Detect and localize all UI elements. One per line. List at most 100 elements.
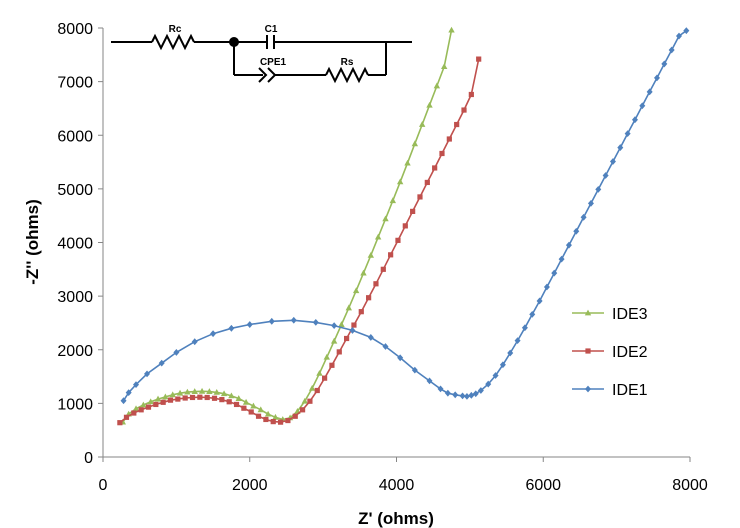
y-tick-label: 2000 <box>57 343 93 360</box>
data-point-ide2 <box>402 223 408 229</box>
data-point-ide3 <box>242 398 250 405</box>
data-point-ide1 <box>609 158 616 165</box>
data-point-ide3 <box>389 197 397 204</box>
x-tick-label: 8000 <box>672 477 708 494</box>
series-ide1 <box>120 27 690 405</box>
data-point-ide3 <box>433 82 441 89</box>
legend: IDE3 IDE2 IDE1 <box>572 306 648 399</box>
series-line-ide3 <box>122 29 453 423</box>
data-point-ide1 <box>191 338 198 346</box>
y-tick-label: 6000 <box>57 128 93 145</box>
data-point-ide2 <box>344 335 350 342</box>
data-point-ide2 <box>123 414 130 420</box>
resistor-rs <box>325 66 369 84</box>
data-point-ide2 <box>219 397 225 403</box>
data-point-ide3 <box>396 178 404 185</box>
data-point-ide1 <box>624 130 631 138</box>
data-point-ide2 <box>417 194 423 200</box>
data-point-ide3 <box>404 159 411 166</box>
data-point-ide2 <box>226 399 232 405</box>
circuit-label-c1: C1 <box>265 24 278 35</box>
y-tick-label: 4000 <box>57 236 93 253</box>
y-tick-label: 3000 <box>57 289 93 306</box>
data-point-ide2 <box>410 208 416 214</box>
data-point-ide3 <box>184 388 191 395</box>
data-point-ide3 <box>162 393 169 400</box>
circuit-label-cpe1: CPE1 <box>260 57 287 68</box>
data-point-ide2 <box>131 410 137 416</box>
circuit-diagram <box>111 33 412 84</box>
data-point-ide2 <box>299 407 306 413</box>
data-point-ide3 <box>323 353 330 360</box>
data-point-ide1 <box>602 172 609 179</box>
data-point-ide1 <box>529 310 536 318</box>
data-point-ide2 <box>145 404 152 410</box>
data-point-ide2 <box>424 179 430 186</box>
data-point-ide2 <box>189 394 196 401</box>
cpe1-element-a <box>258 67 268 83</box>
data-point-ide3 <box>176 389 184 396</box>
data-point-ide2 <box>476 56 482 62</box>
data-point-ide3 <box>301 397 308 404</box>
data-point-ide3 <box>272 413 279 420</box>
data-point-ide3 <box>345 304 353 311</box>
data-point-ide2 <box>388 252 394 258</box>
x-tick-label: 2000 <box>232 477 268 494</box>
data-point-ide1 <box>521 324 528 332</box>
data-point-ide2 <box>197 394 203 400</box>
circuit-label-rc: Rc <box>169 24 182 35</box>
data-point-ide2 <box>182 395 188 401</box>
data-point-ide1 <box>631 116 638 124</box>
data-point-ide2 <box>277 419 284 425</box>
y-axis-title: -Z'' (ohms) <box>23 199 42 285</box>
data-point-ide2 <box>461 107 467 113</box>
data-point-ide1 <box>668 46 675 54</box>
data-point-ide3 <box>308 384 316 391</box>
cpe1-element-b <box>267 67 277 83</box>
data-point-ide1 <box>444 389 451 397</box>
data-point-ide3 <box>338 321 345 327</box>
x-tick-label: 0 <box>99 477 108 494</box>
data-point-ide3 <box>448 26 455 33</box>
data-point-ide1 <box>617 144 624 151</box>
data-point-ide3 <box>228 392 235 399</box>
data-point-ide2 <box>241 405 247 411</box>
data-point-ide2 <box>211 395 218 401</box>
data-point-ide3 <box>191 388 198 394</box>
series-layer <box>117 26 690 426</box>
data-point-ide2 <box>373 281 379 287</box>
legend-marker-ide1 <box>585 385 591 393</box>
data-point-ide1 <box>120 397 127 405</box>
data-point-ide2 <box>160 399 166 405</box>
x-tick-label: 6000 <box>525 477 561 494</box>
data-point-ide1 <box>268 317 275 325</box>
legend-marker-ide3 <box>584 309 592 316</box>
data-point-ide1 <box>639 102 646 110</box>
data-point-ide2 <box>138 407 144 413</box>
data-point-ide3 <box>418 121 426 127</box>
data-point-ide1 <box>144 370 151 378</box>
data-point-ide1 <box>210 330 217 338</box>
data-point-ide1 <box>246 321 253 328</box>
data-point-ide1 <box>426 377 433 385</box>
data-point-ide2 <box>439 150 445 157</box>
data-point-ide2 <box>314 387 320 394</box>
data-point-ide3 <box>352 287 360 294</box>
data-point-ide2 <box>432 165 438 171</box>
data-point-ide3 <box>426 101 433 108</box>
data-point-ide1 <box>565 241 572 249</box>
data-point-ide1 <box>452 391 459 399</box>
data-point-ide1 <box>228 324 235 332</box>
data-point-ide2 <box>255 413 262 419</box>
legend-label-ide3: IDE3 <box>612 306 648 323</box>
data-point-ide2 <box>233 401 240 408</box>
data-point-ide3 <box>154 395 162 402</box>
data-point-ide1 <box>477 387 484 394</box>
data-point-ide3 <box>220 390 228 397</box>
data-point-ide1 <box>312 319 319 326</box>
data-point-ide2 <box>285 417 291 424</box>
data-point-ide1 <box>367 334 374 341</box>
data-point-ide1 <box>551 269 558 277</box>
